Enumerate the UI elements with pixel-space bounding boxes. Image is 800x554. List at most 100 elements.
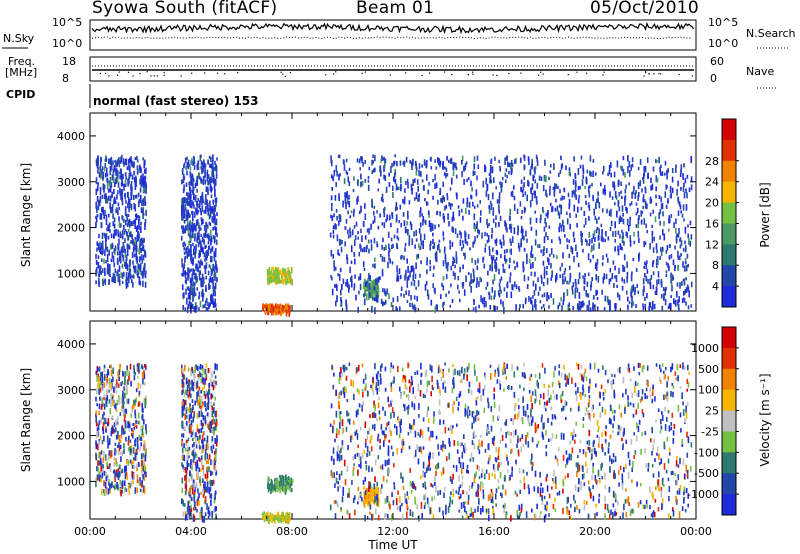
echo-pixel: [543, 495, 546, 500]
echo-pixel: [595, 264, 598, 271]
echo-pixel: [181, 487, 184, 494]
echo-pixel: [98, 460, 100, 466]
echo-pixel: [192, 201, 194, 205]
echo-pixel: [665, 249, 668, 254]
echo-pixel: [129, 198, 131, 205]
echo-pixel: [554, 207, 557, 212]
echo-pixel: [112, 376, 114, 382]
echo-pixel: [138, 256, 141, 263]
echo-pixel: [626, 290, 628, 295]
echo-pixel: [98, 201, 101, 207]
echo-pixel: [134, 223, 136, 230]
echo-pixel: [333, 260, 335, 268]
echo-pixel: [124, 422, 127, 428]
freq-dropout: [520, 72, 522, 74]
echo-pixel: [182, 216, 184, 221]
echo-pixel: [430, 166, 433, 170]
echo-pixel: [621, 195, 623, 200]
echo-pixel: [439, 211, 441, 217]
echo-pixel: [360, 228, 362, 234]
echo-pixel: [637, 290, 640, 294]
echo-pixel: [189, 220, 192, 224]
echo-pixel: [594, 215, 597, 220]
echo-pixel: [584, 273, 586, 277]
echo-pixel: [622, 235, 624, 239]
echo-pixel: [442, 231, 445, 237]
echo-pixel: [193, 515, 196, 522]
echo-pixel: [668, 228, 670, 232]
echo-pixel: [340, 296, 342, 301]
echo-pixel: [498, 204, 500, 208]
echo-pixel: [96, 374, 98, 382]
echo-pixel: [506, 291, 508, 298]
echo-pixel: [115, 390, 118, 394]
echo-pixel: [623, 240, 625, 246]
echo-pixel: [288, 270, 290, 276]
echo-pixel: [492, 212, 494, 216]
echo-pixel: [348, 492, 350, 498]
echo-pixel: [331, 202, 333, 207]
echo-pixel: [365, 491, 368, 496]
echo-pixel: [98, 452, 100, 459]
echo-pixel: [451, 298, 454, 303]
echo-pixel: [372, 279, 375, 286]
echo-pixel: [141, 403, 143, 407]
echo-pixel: [634, 286, 636, 293]
echo-pixel: [118, 250, 121, 256]
echo-pixel: [186, 192, 188, 196]
echo-pixel: [403, 391, 405, 395]
echo-pixel: [635, 212, 638, 216]
echo-pixel: [485, 301, 487, 308]
echo-pixel: [499, 279, 501, 283]
echo-pixel: [187, 304, 190, 309]
echo-pixel: [411, 238, 414, 245]
echo-pixel: [503, 307, 505, 314]
echo-pixel: [377, 188, 380, 192]
echo-pixel: [670, 303, 672, 310]
echo-pixel: [384, 158, 387, 164]
echo-pixel: [209, 176, 212, 184]
echo-pixel: [398, 268, 401, 274]
echo-pixel: [144, 200, 147, 206]
echo-pixel: [368, 248, 370, 254]
echo-pixel: [367, 179, 370, 183]
echo-pixel: [193, 451, 196, 459]
echo-pixel: [426, 174, 428, 181]
echo-pixel: [134, 422, 136, 427]
echo-pixel: [398, 186, 400, 191]
echo-pixel: [560, 197, 562, 201]
echo-pixel: [574, 288, 577, 295]
echo-pixel: [212, 211, 215, 215]
echo-pixel: [542, 393, 545, 400]
echo-pixel: [452, 166, 454, 171]
echo-pixel: [197, 373, 200, 378]
echo-pixel: [454, 264, 456, 269]
echo-pixel: [336, 471, 338, 476]
echo-pixel: [498, 221, 500, 227]
echo-pixel: [135, 463, 138, 471]
echo-pixel: [441, 197, 443, 204]
echo-pixel: [569, 172, 571, 177]
echo-pixel: [407, 210, 409, 218]
echo-pixel: [214, 197, 217, 203]
echo-pixel: [112, 176, 115, 183]
echo-pixel: [214, 363, 216, 370]
echo-pixel: [131, 275, 134, 279]
echo-pixel: [213, 205, 216, 212]
echo-pixel: [120, 434, 122, 439]
echo-pixel: [111, 396, 114, 402]
echo-pixel: [136, 437, 139, 444]
echo-pixel: [122, 402, 124, 409]
echo-pixel: [115, 458, 117, 465]
echo-pixel: [198, 371, 201, 378]
echo-pixel: [595, 228, 598, 234]
echo-pixel: [189, 471, 191, 476]
echo-pixel: [184, 243, 186, 247]
echo-pixel: [196, 287, 198, 291]
echo-pixel: [576, 505, 578, 510]
echo-pixel: [135, 181, 137, 188]
echo-pixel: [364, 160, 366, 165]
echo-pixel: [108, 384, 111, 389]
beam-title: Beam 01: [356, 0, 435, 18]
echo-pixel: [198, 307, 200, 312]
